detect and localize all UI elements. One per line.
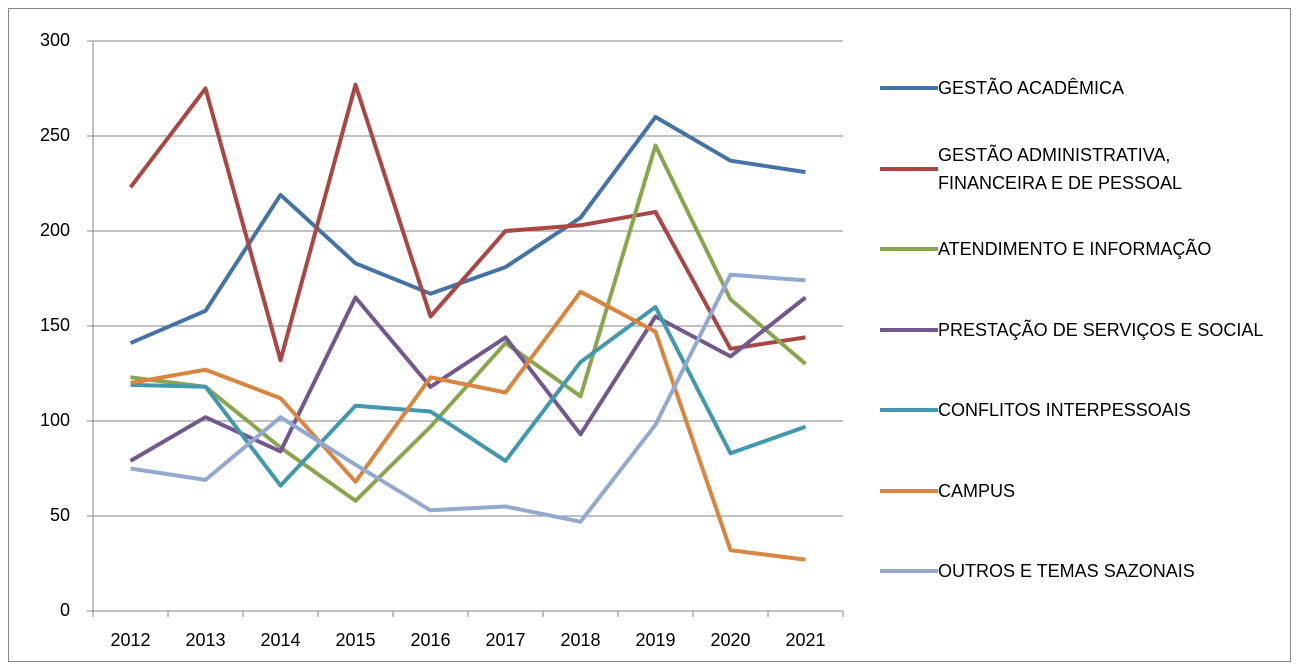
legend-label: CONFLITOS INTERPESSOAIS — [938, 400, 1191, 420]
legend-label: ATENDIMENTO E INFORMAÇÃO — [938, 239, 1212, 259]
x-tick-label: 2016 — [410, 630, 450, 650]
legend-entry: GESTÃO ACADÊMICA — [880, 74, 1283, 102]
x-tick-label: 2014 — [260, 630, 300, 650]
legend-label: PRESTAÇÃO DE SERVIÇOS E SOCIAL — [938, 319, 1264, 340]
legend-swatch — [880, 247, 938, 251]
legend-entry: OUTROS E TEMAS SAZONAIS — [880, 557, 1283, 585]
x-tick-label: 2018 — [560, 630, 600, 650]
series-line — [128, 82, 806, 363]
legend-swatch — [880, 408, 938, 412]
x-tick-label: 2017 — [485, 630, 525, 650]
legend-entry: GESTÃO ADMINISTRATIVA, FINANCEIRA E DE P… — [880, 141, 1283, 197]
series-line — [129, 115, 806, 345]
legend-entry: PRESTAÇÃO DE SERVIÇOS E SOCIAL — [880, 316, 1283, 344]
legend-swatch — [880, 86, 938, 90]
x-tick-label: 2019 — [635, 630, 675, 650]
x-tick-label: 2021 — [785, 630, 825, 650]
legend-label: GESTÃO ADMINISTRATIVA, FINANCEIRA E DE P… — [938, 144, 1183, 193]
series-line — [130, 272, 806, 524]
y-tick-label: 0 — [60, 600, 70, 620]
legend-entry: ATENDIMENTO E INFORMAÇÃO — [880, 235, 1283, 263]
x-tick-label: 2015 — [335, 630, 375, 650]
legend-entry: CONFLITOS INTERPESSOAIS — [880, 396, 1283, 424]
x-tick-label: 2012 — [110, 630, 150, 650]
y-tick-label: 50 — [50, 505, 70, 525]
legend-label: GESTÃO ACADÊMICA — [938, 78, 1125, 98]
legend-entry: CAMPUS — [880, 477, 1283, 505]
series-line — [130, 305, 807, 488]
y-tick-label: 300 — [40, 30, 70, 50]
y-tick-label: 150 — [40, 315, 70, 335]
legend-label: CAMPUS — [938, 480, 1016, 501]
series-line — [130, 289, 806, 562]
x-tick-label: 2013 — [185, 630, 225, 650]
legend-swatch — [880, 166, 938, 171]
y-tick-label: 250 — [40, 125, 70, 145]
x-tick-label: 2020 — [710, 630, 750, 650]
y-tick-label: 100 — [40, 410, 70, 430]
chart-border — [8, 8, 1291, 662]
legend-swatch — [880, 327, 938, 332]
legend-label: OUTROS E TEMAS SAZONAIS — [938, 561, 1195, 581]
y-tick-label: 200 — [40, 220, 70, 240]
legend-swatch — [880, 488, 938, 493]
legend-swatch — [880, 569, 938, 573]
